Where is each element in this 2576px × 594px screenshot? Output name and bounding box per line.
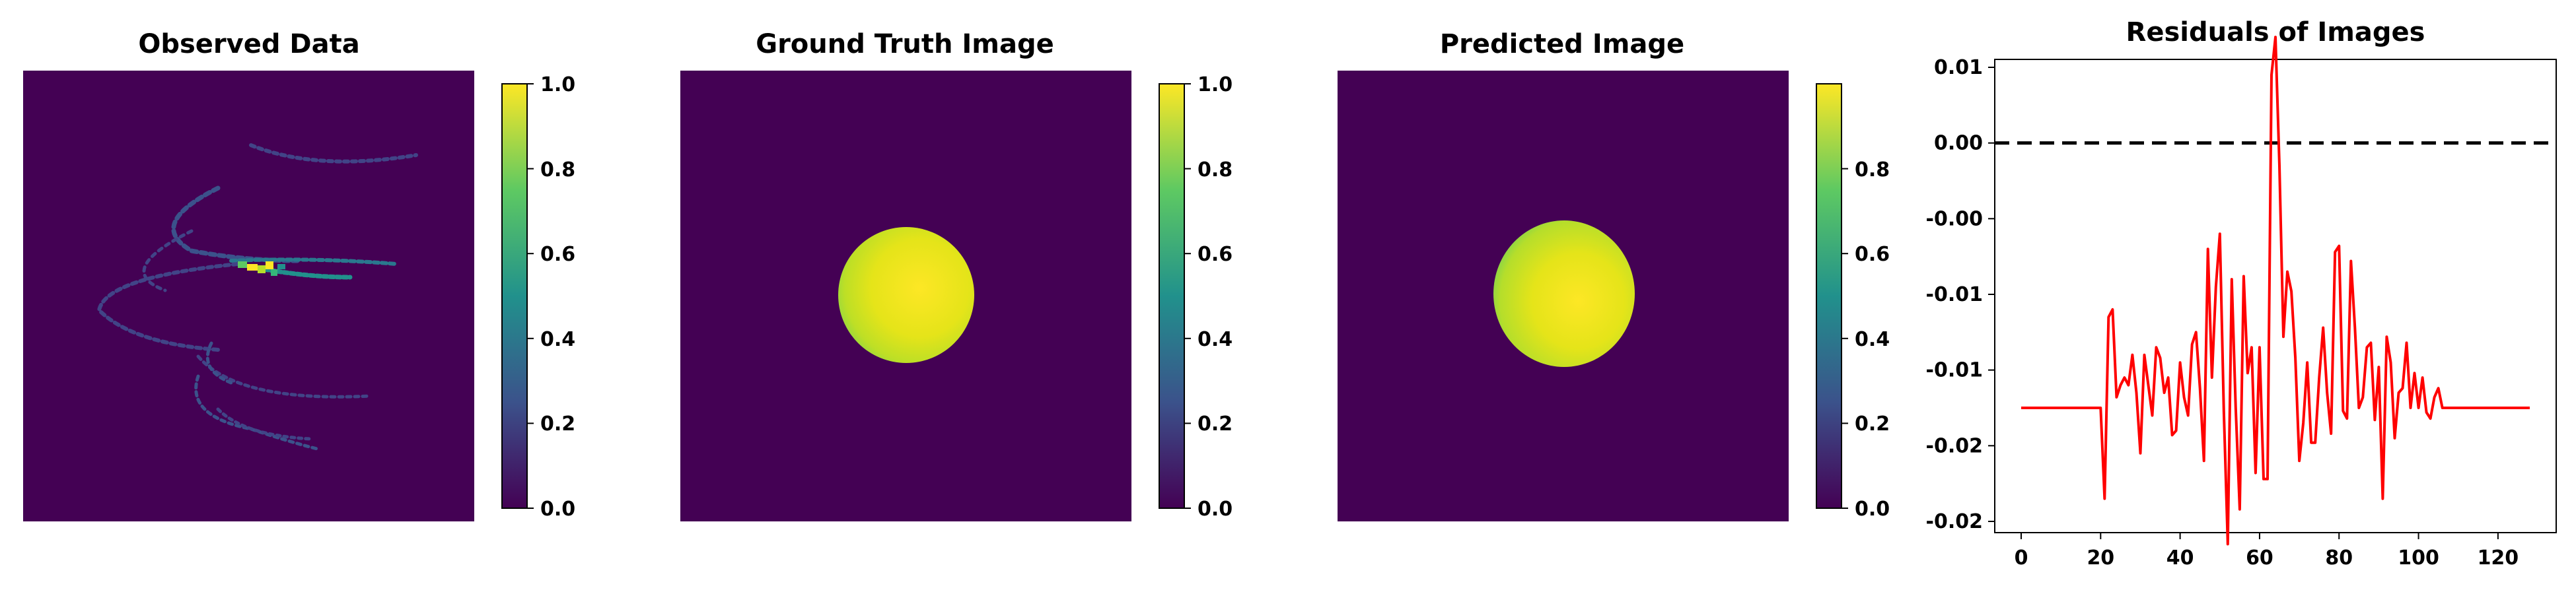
residuals-x-axis: 0 20 40 60 80 100 120 <box>2015 533 2519 570</box>
residuals-y-tick-label: -0.02 <box>1926 510 1983 533</box>
residuals-x-tick-label: 40 <box>2166 546 2194 570</box>
ground-truth-colorbar <box>1159 83 1185 509</box>
residuals-y-tick-label: -0.01 <box>1926 283 1983 306</box>
predicted-cbar-tick-4: 0.8 <box>1855 158 1890 182</box>
observed-streaks <box>96 143 418 451</box>
predicted-colorbar-ticks: 0.0 0.2 0.4 0.6 0.8 <box>1842 158 1890 521</box>
ground-truth-cbar-tick-4: 0.8 <box>1198 158 1233 182</box>
ground-truth-cbar-tick-2: 0.4 <box>1198 328 1233 351</box>
observed-cbar-tick-0: 0.0 <box>540 498 575 521</box>
residuals-y-tick-label: -0.02 <box>1926 434 1983 457</box>
observed-cbar-tick-2: 0.4 <box>540 328 575 351</box>
predicted-cbar-tick-2: 0.4 <box>1855 328 1890 351</box>
ground-truth-colorbar-ticks: 0.0 0.2 0.4 0.6 0.8 1.0 <box>1184 73 1233 521</box>
observed-cbar-tick-5: 1.0 <box>540 73 575 96</box>
predicted-cbar-tick-3: 0.6 <box>1855 243 1890 266</box>
residuals-y-tick-label: -0.01 <box>1926 359 1983 382</box>
panel-residuals: Residuals of Images 0.010.00-0.00-0.01-0… <box>1926 17 2557 570</box>
residuals-series-line <box>2021 36 2530 546</box>
residuals-x-tick-label: 120 <box>2478 546 2519 570</box>
observed-hotspot <box>238 261 285 276</box>
ground-truth-disk <box>838 227 974 363</box>
panel-ground-truth: Ground Truth Image 0.0 0.2 0.4 0.6 0.8 1… <box>680 29 1233 521</box>
residuals-x-tick-label: 20 <box>2087 546 2114 570</box>
observed-title: Observed Data <box>138 29 359 59</box>
predicted-cbar-tick-0: 0.0 <box>1855 498 1890 521</box>
residuals-y-tick-label: -0.00 <box>1926 207 1983 230</box>
panel-predicted: Predicted Image 0.0 0.2 0.4 0.6 0.8 <box>1338 29 1890 521</box>
predicted-colorbar <box>1816 83 1842 509</box>
residuals-plot-frame <box>1994 59 2557 533</box>
observed-cbar-tick-4: 0.8 <box>540 158 575 182</box>
ground-truth-cbar-tick-3: 0.6 <box>1198 243 1233 266</box>
residuals-x-tick-label: 60 <box>2246 546 2273 570</box>
observed-cbar-tick-3: 0.6 <box>540 243 575 266</box>
observed-colorbar-ticks: 0.0 0.2 0.4 0.6 0.8 1.0 <box>527 73 575 521</box>
panel-observed: Observed Data <box>23 29 575 521</box>
observed-heatmap <box>23 71 474 521</box>
residuals-y-axis: 0.01 0.00 -0.00 -0.01 -0.01 -0.02 -0.02 <box>1926 56 1995 533</box>
ground-truth-cbar-tick-5: 1.0 <box>1198 73 1233 96</box>
residuals-x-tick-label: 0 <box>2015 546 2028 570</box>
residuals-y-tick-label: 0.00 <box>1934 132 1983 155</box>
residuals-y-tick-label: 0.01 <box>1934 56 1983 79</box>
ground-truth-cbar-tick-0: 0.0 <box>1198 498 1233 521</box>
residuals-x-tick-label: 80 <box>2325 546 2353 570</box>
observed-cbar-tick-1: 0.2 <box>540 412 575 436</box>
observed-colorbar <box>501 83 528 509</box>
ground-truth-cbar-tick-1: 0.2 <box>1198 412 1233 436</box>
residuals-x-tick-label: 100 <box>2398 546 2439 570</box>
predicted-cbar-tick-1: 0.2 <box>1855 412 1890 436</box>
ground-truth-title: Ground Truth Image <box>756 29 1054 59</box>
predicted-disk <box>1493 220 1635 367</box>
predicted-title: Predicted Image <box>1440 29 1684 59</box>
